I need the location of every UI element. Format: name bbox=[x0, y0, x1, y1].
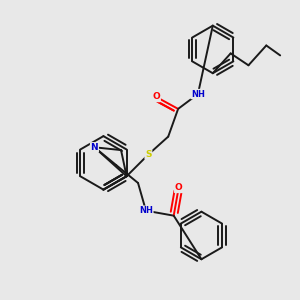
Text: NH: NH bbox=[191, 89, 205, 98]
Text: O: O bbox=[152, 92, 160, 101]
Text: S: S bbox=[145, 150, 152, 159]
Text: N: N bbox=[91, 143, 98, 152]
Text: O: O bbox=[175, 183, 182, 192]
Text: NH: NH bbox=[139, 206, 153, 215]
